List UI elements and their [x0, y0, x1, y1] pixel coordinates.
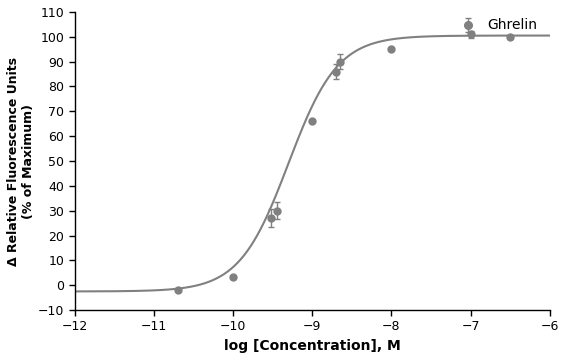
Legend: Ghrelin: Ghrelin: [448, 13, 543, 38]
X-axis label: log [Concentration], M: log [Concentration], M: [224, 339, 401, 353]
Y-axis label: Δ Relative Fluorescence Units
(% of Maximum): Δ Relative Fluorescence Units (% of Maxi…: [7, 57, 35, 266]
